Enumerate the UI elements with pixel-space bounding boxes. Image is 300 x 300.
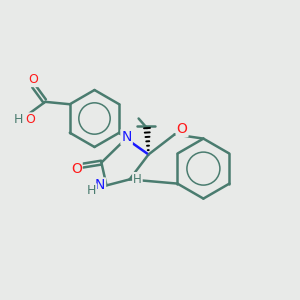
Text: H: H bbox=[14, 113, 23, 126]
Text: O: O bbox=[177, 122, 188, 136]
Text: O: O bbox=[71, 162, 82, 176]
Text: H: H bbox=[133, 173, 142, 186]
Text: O: O bbox=[28, 73, 38, 86]
Text: O: O bbox=[25, 113, 35, 126]
Text: N: N bbox=[95, 178, 105, 192]
Text: H: H bbox=[87, 184, 96, 197]
Text: N: N bbox=[122, 130, 132, 144]
